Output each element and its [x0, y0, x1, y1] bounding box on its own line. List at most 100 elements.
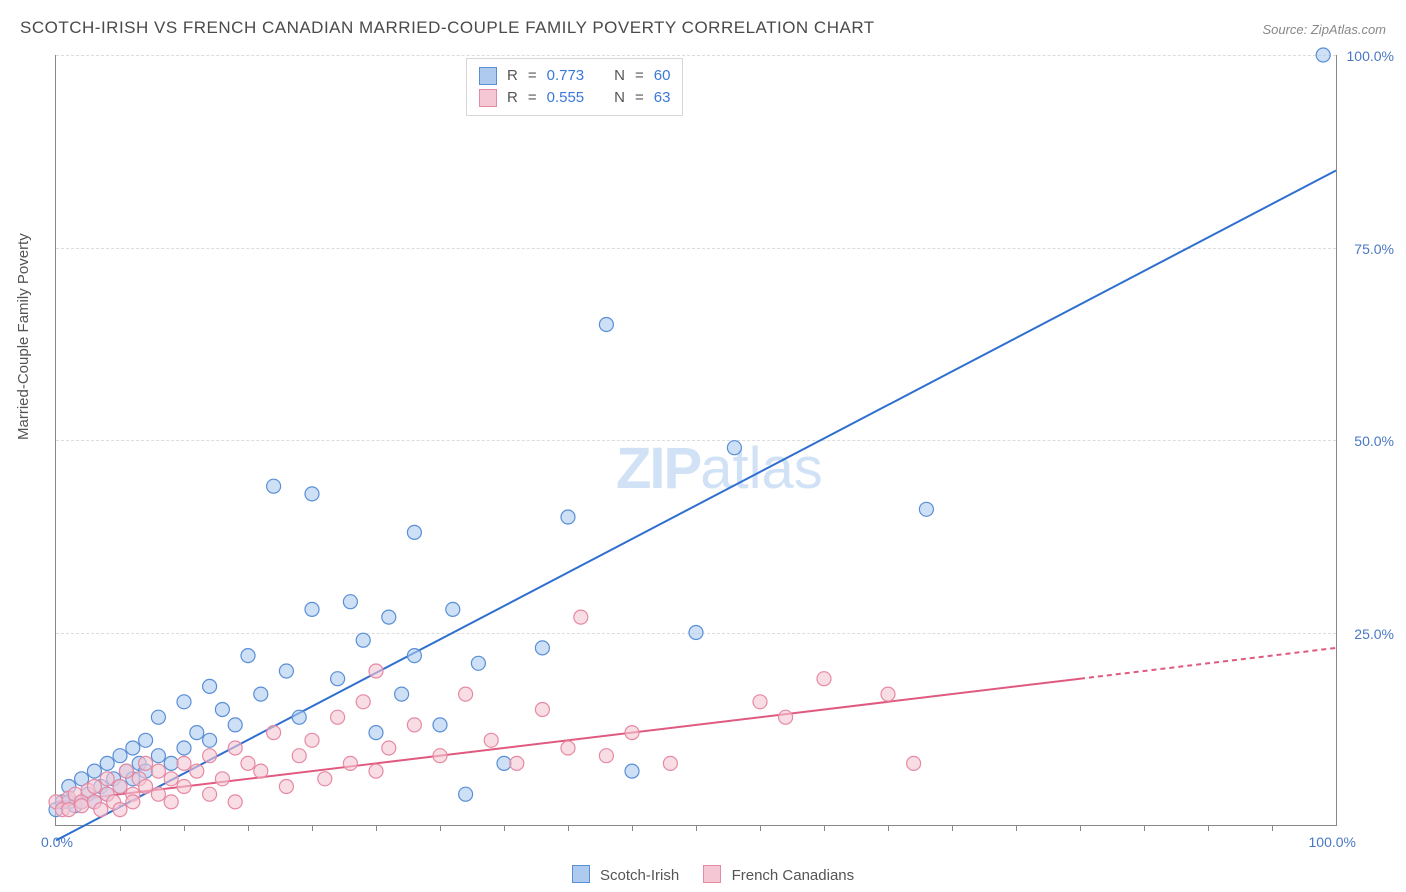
data-point: [279, 664, 293, 678]
y-tick-label: 25.0%: [1354, 626, 1394, 642]
data-point: [433, 718, 447, 732]
data-point: [574, 610, 588, 624]
data-point: [177, 756, 191, 770]
x-axis-min-label: 0.0%: [41, 834, 73, 850]
r-value-blue: 0.773: [547, 65, 585, 87]
x-tick: [504, 825, 505, 831]
data-point: [599, 318, 613, 332]
data-point: [561, 741, 575, 755]
data-point: [75, 799, 89, 813]
data-point: [599, 749, 613, 763]
r-value-pink: 0.555: [547, 87, 585, 109]
x-tick: [376, 825, 377, 831]
data-point: [126, 741, 140, 755]
data-point: [164, 756, 178, 770]
data-point: [215, 703, 229, 717]
data-point: [139, 733, 153, 747]
x-tick: [1144, 825, 1145, 831]
data-point: [753, 695, 767, 709]
data-point: [254, 764, 268, 778]
y-axis-label: Married-Couple Family Poverty: [15, 233, 32, 440]
data-point: [279, 780, 293, 794]
stats-row-blue: R = 0.773 N = 60: [479, 65, 670, 87]
data-point: [433, 749, 447, 763]
plot-area: ZIPatlas 25.0%50.0%75.0%100.0% 0.0% 100.…: [55, 55, 1337, 826]
data-point: [881, 687, 895, 701]
x-tick: [248, 825, 249, 831]
x-tick: [1016, 825, 1017, 831]
data-point: [561, 510, 575, 524]
swatch-blue-icon: [572, 865, 590, 883]
data-point: [484, 733, 498, 747]
y-tick-label: 100.0%: [1347, 48, 1394, 64]
data-point: [113, 803, 127, 817]
data-point: [62, 803, 76, 817]
data-point: [471, 656, 485, 670]
n-value-blue: 60: [654, 65, 671, 87]
y-tick-label: 50.0%: [1354, 433, 1394, 449]
data-point: [407, 525, 421, 539]
data-point: [535, 703, 549, 717]
data-point: [779, 710, 793, 724]
chart-title: SCOTCH-IRISH VS FRENCH CANADIAN MARRIED-…: [20, 18, 875, 38]
swatch-pink-icon: [479, 89, 497, 107]
data-point: [113, 749, 127, 763]
legend-label-1: Scotch-Irish: [600, 867, 679, 884]
data-point: [727, 441, 741, 455]
data-point: [305, 487, 319, 501]
x-tick: [1208, 825, 1209, 831]
data-point: [267, 726, 281, 740]
data-point: [254, 687, 268, 701]
data-point: [203, 733, 217, 747]
data-point: [241, 649, 255, 663]
data-point: [151, 787, 165, 801]
x-tick: [1272, 825, 1273, 831]
data-point: [119, 764, 133, 778]
x-tick: [760, 825, 761, 831]
data-point: [343, 595, 357, 609]
legend-label-2: French Canadians: [732, 867, 855, 884]
data-point: [625, 726, 639, 740]
data-point: [1316, 48, 1330, 62]
data-point: [190, 764, 204, 778]
data-point: [382, 610, 396, 624]
data-point: [331, 672, 345, 686]
swatch-pink-icon: [703, 865, 721, 883]
data-point: [203, 787, 217, 801]
n-label: N: [614, 87, 625, 109]
data-point: [382, 741, 396, 755]
data-point: [343, 756, 357, 770]
data-point: [318, 772, 332, 786]
x-tick: [696, 825, 697, 831]
data-point: [292, 749, 306, 763]
data-point: [87, 764, 101, 778]
data-point: [177, 741, 191, 755]
y-tick-label: 75.0%: [1354, 241, 1394, 257]
data-point: [331, 710, 345, 724]
data-point: [139, 780, 153, 794]
data-point: [663, 756, 677, 770]
series-legend: Scotch-Irish French Canadians: [0, 865, 1406, 884]
chart-svg: [56, 55, 1336, 825]
data-point: [126, 795, 140, 809]
swatch-blue-icon: [479, 67, 497, 85]
x-axis-max-label: 100.0%: [1309, 834, 1356, 850]
data-point: [267, 479, 281, 493]
data-point: [139, 756, 153, 770]
data-point: [241, 756, 255, 770]
data-point: [305, 602, 319, 616]
eq-sign: =: [528, 65, 537, 87]
eq-sign: =: [528, 87, 537, 109]
source-attribution: Source: ZipAtlas.com: [1262, 22, 1386, 37]
data-point: [87, 780, 101, 794]
data-point: [164, 772, 178, 786]
data-point: [510, 756, 524, 770]
data-point: [113, 780, 127, 794]
n-value-pink: 63: [654, 87, 671, 109]
x-tick: [888, 825, 889, 831]
data-point: [151, 710, 165, 724]
eq-sign: =: [635, 87, 644, 109]
data-point: [177, 695, 191, 709]
x-tick: [120, 825, 121, 831]
data-point: [407, 718, 421, 732]
